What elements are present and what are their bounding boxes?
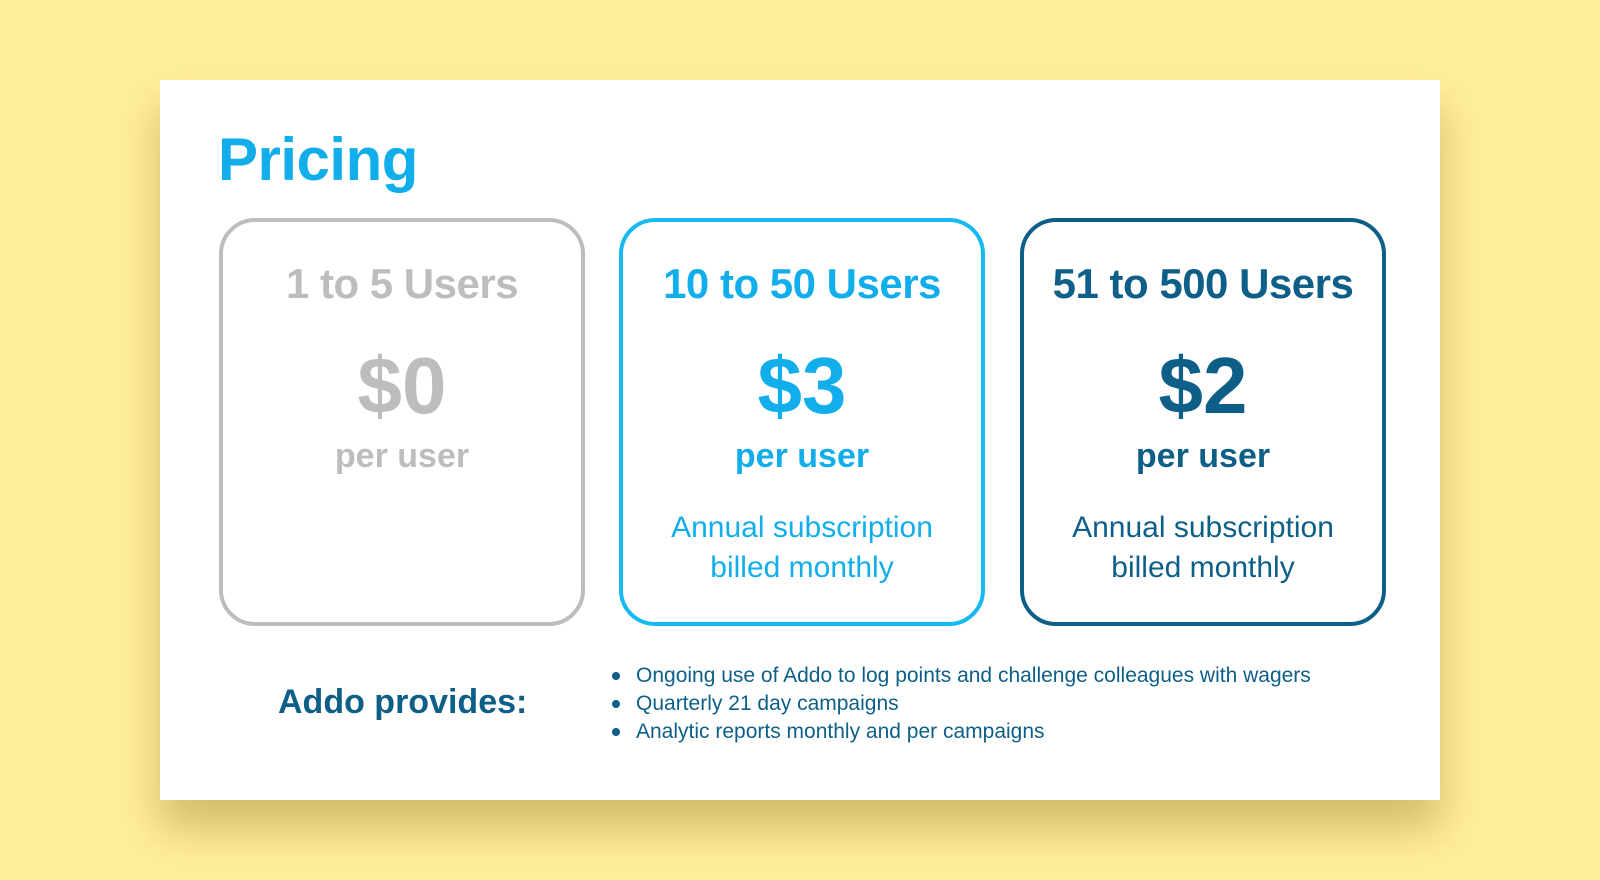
plan-unit: per user xyxy=(734,437,870,475)
plan-note-line: Annual subscription xyxy=(671,511,933,544)
plan-tier: 10 to 50 Users xyxy=(663,260,941,307)
plan-tier: 1 to 5 Users xyxy=(285,260,519,307)
provides-label: Addo provides: xyxy=(278,683,528,721)
plan-note-line: billed monthly xyxy=(1111,551,1295,584)
bullet-icon xyxy=(612,672,620,680)
plan-card-enterprise: 51 to 500 Users $2 per user Annual subsc… xyxy=(1020,218,1386,626)
plan-unit: per user xyxy=(1135,437,1271,475)
plan-price: $3 xyxy=(757,341,847,430)
feature-item: Analytic reports monthly and per campaig… xyxy=(612,718,1311,746)
feature-text: Quarterly 21 day campaigns xyxy=(636,692,899,715)
feature-list: Ongoing use of Addo to log points and ch… xyxy=(612,662,1311,746)
pricing-slide: Pricing 1 to 5 Users $0 per user 10 to 5… xyxy=(160,80,1440,800)
feature-item: Ongoing use of Addo to log points and ch… xyxy=(612,662,1311,690)
plan-price: $0 xyxy=(357,341,447,430)
feature-item: Quarterly 21 day campaigns xyxy=(612,690,1311,718)
plan-card-free: 1 to 5 Users $0 per user xyxy=(219,218,585,626)
bullet-icon xyxy=(612,700,620,708)
plan-note-line: billed monthly xyxy=(710,551,894,584)
page-title: Pricing xyxy=(218,126,418,193)
plan-unit: per user xyxy=(334,437,470,475)
plan-price: $2 xyxy=(1158,341,1248,430)
feature-text: Ongoing use of Addo to log points and ch… xyxy=(636,664,1311,687)
plan-card-team: 10 to 50 Users $3 per user Annual subscr… xyxy=(619,218,985,626)
feature-text: Analytic reports monthly and per campaig… xyxy=(636,720,1045,743)
plan-billing-note: Annual subscription billed monthly xyxy=(1044,508,1362,588)
plan-note-line: Annual subscription xyxy=(1072,511,1334,544)
bullet-icon xyxy=(612,728,620,736)
plan-billing-note: Annual subscription billed monthly xyxy=(643,508,961,588)
plan-tier: 51 to 500 Users xyxy=(1052,260,1354,307)
